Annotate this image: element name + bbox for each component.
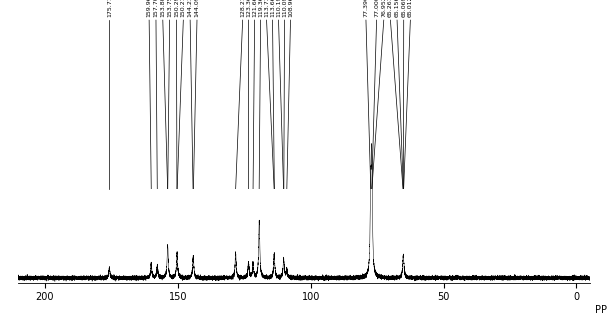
Text: 128.210: 128.210: [240, 0, 245, 17]
Text: 175.714: 175.714: [107, 0, 112, 17]
Text: 110.091: 110.091: [282, 0, 287, 17]
Text: 119.367: 119.367: [258, 0, 263, 17]
Text: 108.960: 108.960: [288, 0, 293, 17]
Text: 123.367: 123.367: [246, 0, 251, 17]
Text: 65.261: 65.261: [388, 0, 393, 17]
Text: 113.736: 113.736: [264, 0, 269, 17]
Text: 65.012: 65.012: [408, 0, 413, 17]
Text: 153.758: 153.758: [167, 0, 172, 17]
Text: 113.660: 113.660: [270, 0, 275, 17]
Text: 157.700: 157.700: [153, 0, 159, 17]
Text: 150.215: 150.215: [181, 0, 186, 17]
Text: 144.239: 144.239: [188, 0, 193, 17]
Text: 76.952: 76.952: [381, 0, 386, 17]
Text: 65.156: 65.156: [395, 0, 399, 17]
Text: 144.098: 144.098: [195, 0, 199, 17]
Text: 150.299: 150.299: [174, 0, 179, 17]
Text: 153.803: 153.803: [161, 0, 165, 17]
Text: 121.663: 121.663: [252, 0, 257, 17]
Text: 65.069: 65.069: [401, 0, 406, 17]
Text: PPM: PPM: [595, 305, 608, 314]
Text: 159.965: 159.965: [147, 0, 151, 17]
Text: 77.390: 77.390: [364, 0, 368, 17]
Text: 77.000: 77.000: [374, 0, 379, 17]
Text: 110.190: 110.190: [276, 0, 281, 17]
